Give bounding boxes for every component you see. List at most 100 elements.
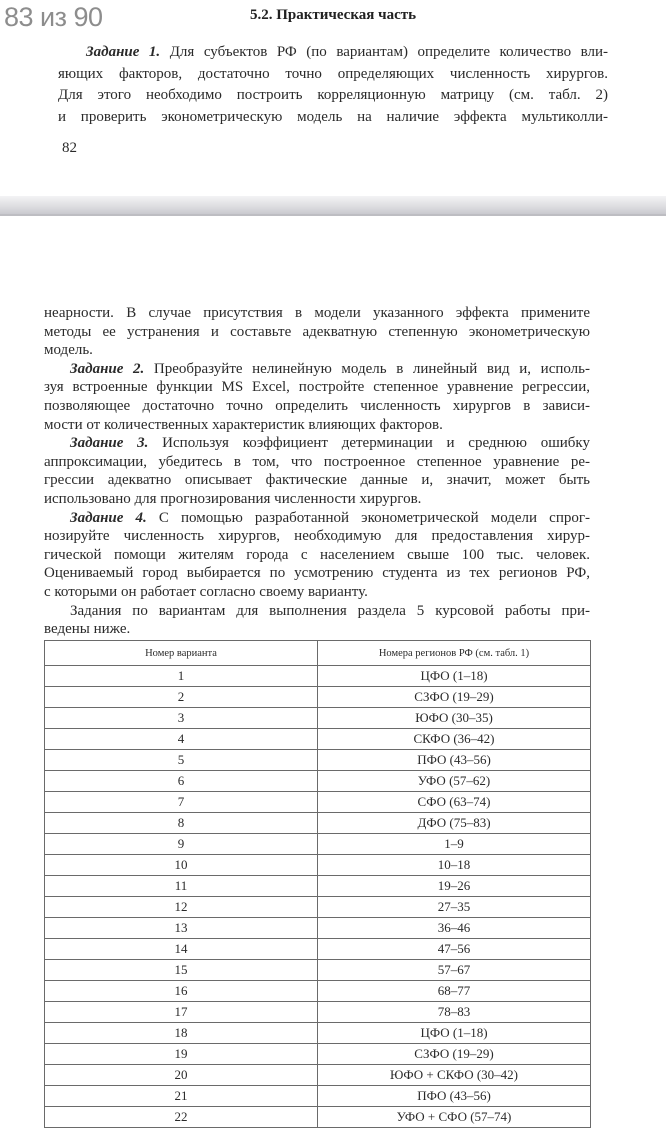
table-row: 8 ДФО (75–83) [44,812,591,834]
variant-number-cell: 8 [44,812,318,834]
table-row: 9 1–9 [44,833,591,855]
table-row: 17 78–83 [44,1001,591,1023]
variant-number-cell: 1 [44,665,318,687]
column-header: Номер варианта [44,640,318,666]
text-line: яющих факторов, достаточно точно определ… [58,65,608,82]
page-counter: 83 из 90 [4,2,103,32]
regions-cell: 68–77 [317,980,591,1002]
regions-cell: СКФО (36–42) [317,728,591,750]
text-line: ведены ниже. [44,621,131,638]
text-line: с которыми он работает согласно своему в… [44,583,368,600]
regions-cell: 78–83 [317,1001,591,1023]
variant-number-cell: 14 [44,938,318,960]
regions-cell: 10–18 [317,854,591,876]
text-line: методы ее устранения и составьте адекват… [44,323,590,340]
regions-cell: ДФО (75–83) [317,812,591,834]
table-row: 19 СЗФО (19–29) [44,1043,591,1065]
text-line: Задание 1. Для субъектов РФ (по варианта… [58,42,608,64]
running-head: 5.2. Практическая часть [249,7,417,23]
variant-number-cell: 10 [44,854,318,876]
table-row: 4 СКФО (36–42) [44,728,591,750]
text-line: Для этого необходимо построить корреляци… [58,87,608,103]
variant-number-cell: 7 [44,791,318,813]
regions-cell: ПФО (43–56) [317,749,591,771]
table-row: 3 ЮФО (30–35) [44,707,591,729]
table-row: 20 ЮФО + СКФО (30–42) [44,1064,591,1086]
text: Преобразуйте нелинейную модель в линейны… [153,360,591,377]
text-line: неарности. В случае присутствия в модели… [44,305,590,321]
text-line: аппроксимации, убедитесь в том, что пост… [44,453,590,470]
table-row: 18 ЦФО (1–18) [44,1022,591,1044]
variants-table: Номер варианта Номера регионов РФ (см. т… [44,640,591,1128]
table-row: 11 19–26 [44,875,591,897]
page-separator [0,196,666,214]
variant-number-cell: 3 [44,707,318,729]
text-line: Задание 4. С помощью разработанной эконо… [44,509,590,528]
regions-cell: УФО (57–62) [317,770,591,792]
task-label: Задание 4. [70,509,147,526]
task-label: Задание 3. [70,435,149,452]
variant-number-cell: 16 [44,980,318,1002]
regions-cell: ЦФО (1–18) [317,665,591,687]
text-line: грессии адекватно описывает фактические … [44,472,590,489]
text: Используя коэффициент детерминации и сре… [162,435,591,452]
table-row: 2 СЗФО (19–29) [44,686,591,708]
variant-number-cell: 6 [44,770,318,792]
table-row: 6 УФО (57–62) [44,770,591,792]
table-row: 16 68–77 [44,980,591,1002]
table-row: 12 27–35 [44,896,591,918]
text-line: мости от количественных характеристик вл… [44,416,443,433]
table-row: 15 57–67 [44,959,591,981]
variant-number-cell: 11 [44,875,318,897]
regions-cell: 27–35 [317,896,591,918]
text-line: нозируйте численность хирургов, необходи… [44,528,590,545]
table-header-row: Номер варианта Номера регионов РФ (см. т… [44,640,591,666]
regions-cell: СЗФО (19–29) [317,686,591,708]
regions-cell: 36–46 [317,917,591,939]
regions-cell: ПФО (43–56) [317,1085,591,1107]
variant-number-cell: 15 [44,959,318,981]
table-row: 1 ЦФО (1–18) [44,665,591,687]
variant-number-cell: 18 [44,1022,318,1044]
regions-cell: 57–67 [317,959,591,981]
variant-number-cell: 21 [44,1085,318,1107]
variant-number-cell: 13 [44,917,318,939]
regions-cell: УФО + СФО (57–74) [317,1106,591,1128]
task-label: Задание 2. [70,360,145,377]
regions-cell: СФО (63–74) [317,791,591,813]
task-label: Задание 1. [86,44,161,60]
regions-cell: 47–56 [317,938,591,960]
text-line: Задание 2. Преобразуйте нелинейную модел… [44,360,590,379]
table-row: 14 47–56 [44,938,591,960]
text-line: Оцениваемый город выбирается по усмотрен… [44,565,590,582]
variant-number-cell: 22 [44,1106,318,1128]
text-line: позволяющее достаточно точно определить … [44,397,590,414]
variant-number-cell: 20 [44,1064,318,1086]
regions-cell: 19–26 [317,875,591,897]
text-line: и проверить эконометрическую модель на н… [58,108,608,125]
text: Для субъектов РФ (по вариантам) определи… [169,44,609,60]
variant-number-cell: 2 [44,686,318,708]
regions-cell: ЮФО (30–35) [317,707,591,729]
variant-number-cell: 4 [44,728,318,750]
task-1-paragraph: Задание 1. Для субъектов РФ (по варианта… [58,42,608,128]
text-line: зуя встроенные функции MS Excel, построй… [44,379,590,396]
variant-number-cell: 5 [44,749,318,771]
regions-cell: ЦФО (1–18) [317,1022,591,1044]
regions-cell: 1–9 [317,833,591,855]
table-row: 5 ПФО (43–56) [44,749,591,771]
table-row: 21 ПФО (43–56) [44,1085,591,1107]
text-line: Задание 3. Используя коэффициент детерми… [44,434,590,453]
page-separator-edge [0,214,666,216]
table-row: 13 36–46 [44,917,591,939]
regions-cell: СЗФО (19–29) [317,1043,591,1065]
table-row: 10 10–18 [44,854,591,876]
table-row: 7 СФО (63–74) [44,791,591,813]
text: С помощью разработанной эконометрической… [158,509,591,526]
variant-number-cell: 12 [44,896,318,918]
page-number: 82 [62,140,77,156]
variant-number-cell: 17 [44,1001,318,1023]
text-line: Задания по вариантам для выполнения разд… [70,602,590,619]
variant-number-cell: 9 [44,833,318,855]
regions-cell: ЮФО + СКФО (30–42) [317,1064,591,1086]
